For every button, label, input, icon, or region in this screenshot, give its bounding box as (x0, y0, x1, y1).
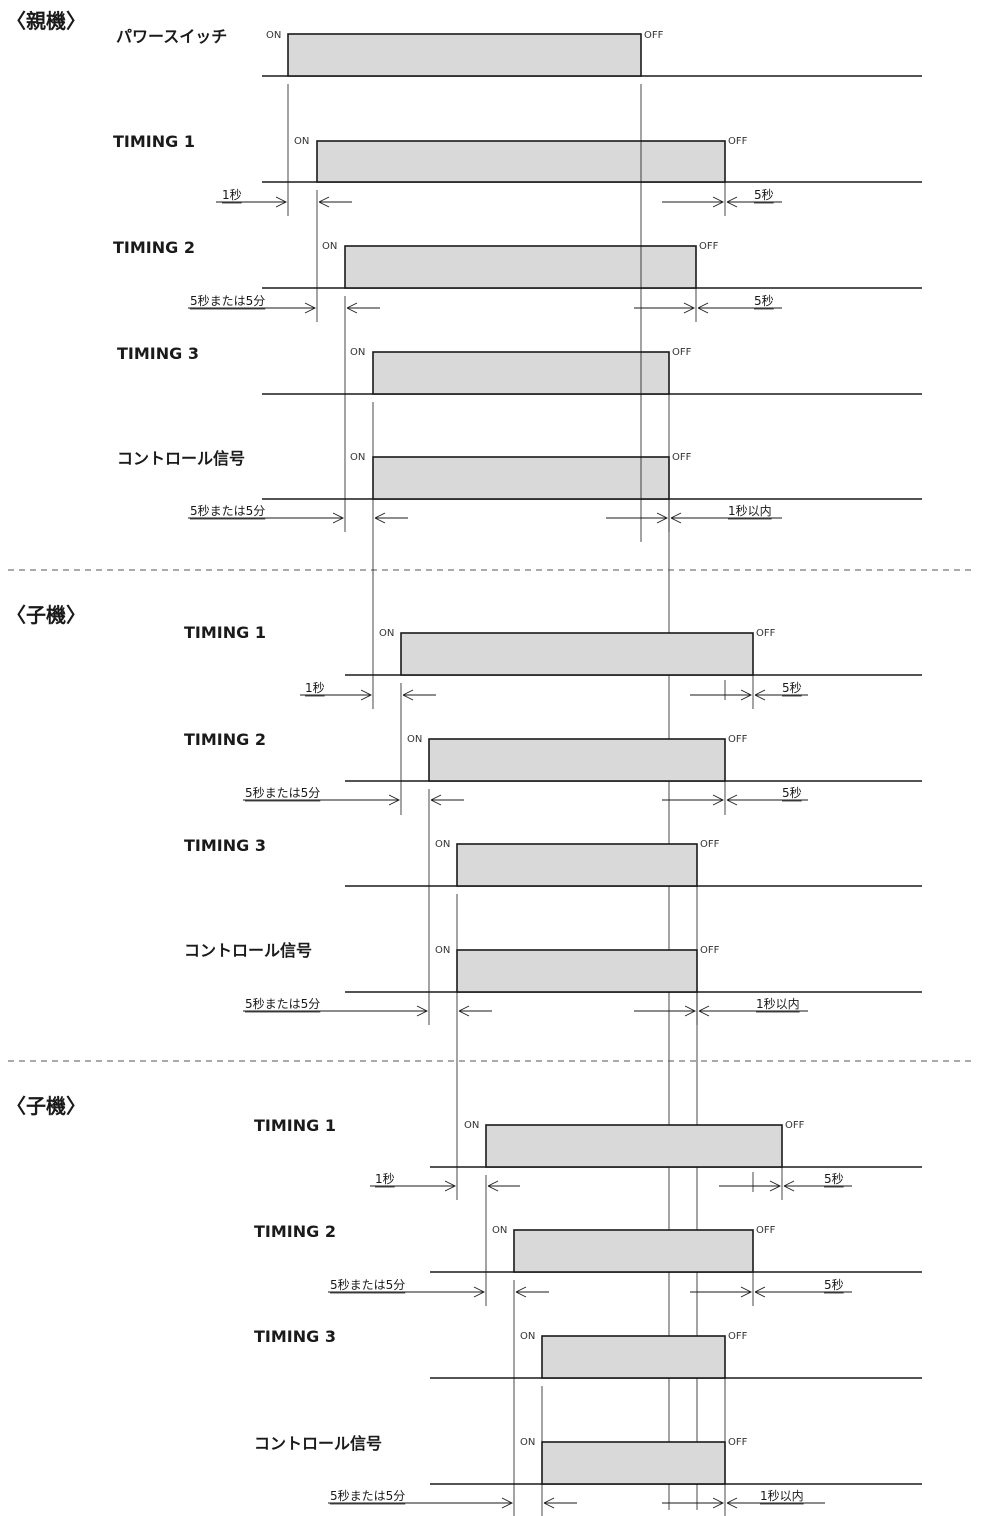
pulse-power-switch (287, 33, 642, 77)
section-label-slave-2: 〈子機〉 (6, 1094, 86, 1118)
svg-text:ON: ON (407, 734, 422, 745)
svg-text:OFF: OFF (644, 30, 664, 41)
delay-label: 5秒または5分 (330, 1278, 405, 1292)
delay-label: 1秒 (375, 1172, 395, 1186)
delay-label: 5秒 (754, 294, 774, 308)
svg-text:OFF: OFF (728, 1437, 748, 1448)
signal-label-timing-1: TIMING 1 (254, 1116, 336, 1135)
pulse-control-signal (372, 456, 670, 500)
svg-text:ON: ON (350, 347, 365, 358)
pulse-timing-2 (513, 1229, 754, 1273)
svg-text:ON: ON (379, 628, 394, 639)
delay-label: 5秒または5分 (330, 1489, 405, 1503)
svg-text:OFF: OFF (728, 734, 748, 745)
svg-text:ON: ON (435, 839, 450, 850)
signal-label-power-switch: パワースイッチ (116, 27, 227, 46)
signal-label-control-signal: コントロール信号 (184, 941, 312, 960)
svg-text:OFF: OFF (728, 136, 748, 147)
section-label-master: 〈親機〉 (6, 9, 86, 33)
signal-label-timing-1: TIMING 1 (113, 132, 195, 151)
signal-label-timing-1: TIMING 1 (184, 623, 266, 642)
delay-label: 5秒 (824, 1278, 844, 1292)
pulse-timing-2 (344, 245, 697, 289)
delay-label: 5秒または5分 (245, 997, 320, 1011)
signal-label-timing-3: TIMING 3 (254, 1327, 336, 1346)
signal-label-timing-3: TIMING 3 (184, 836, 266, 855)
delay-label: 5秒または5分 (190, 504, 265, 518)
svg-text:OFF: OFF (672, 452, 692, 463)
svg-text:ON: ON (322, 241, 337, 252)
svg-text:OFF: OFF (756, 1225, 776, 1236)
section-label-slave-1: 〈子機〉 (6, 603, 86, 627)
delay-label: 5秒または5分 (245, 786, 320, 800)
svg-text:ON: ON (435, 945, 450, 956)
svg-text:ON: ON (464, 1120, 479, 1131)
pulse-control-signal (456, 949, 698, 993)
signal-label-control-signal: コントロール信号 (117, 449, 245, 468)
delay-label: 1秒 (305, 681, 325, 695)
svg-text:OFF: OFF (785, 1120, 805, 1131)
pulse-control-signal (541, 1441, 726, 1485)
svg-text:ON: ON (266, 30, 281, 41)
pulse-timing-3 (372, 351, 670, 395)
signal-label-timing-2: TIMING 2 (254, 1222, 336, 1241)
svg-text:OFF: OFF (700, 945, 720, 956)
delay-label: 1秒以内 (760, 1489, 804, 1503)
svg-text:OFF: OFF (728, 1331, 748, 1342)
svg-text:ON: ON (294, 136, 309, 147)
delay-label: 5秒 (754, 188, 774, 202)
pulse-timing-3 (456, 843, 698, 887)
svg-text:OFF: OFF (700, 839, 720, 850)
svg-text:ON: ON (350, 452, 365, 463)
svg-text:OFF: OFF (672, 347, 692, 358)
delay-label: 1秒以内 (756, 997, 800, 1011)
pulse-timing-1 (316, 140, 726, 183)
svg-text:ON: ON (492, 1225, 507, 1236)
signal-label-control-signal: コントロール信号 (254, 1434, 382, 1453)
delay-label: 5秒 (782, 681, 802, 695)
signal-label-timing-3: TIMING 3 (117, 344, 199, 363)
svg-text:ON: ON (520, 1331, 535, 1342)
pulse-timing-1 (485, 1124, 783, 1168)
delay-label: 5秒または5分 (190, 294, 265, 308)
pulse-timing-2 (428, 738, 726, 782)
pulse-timing-3 (541, 1335, 726, 1379)
delay-label: 5秒 (824, 1172, 844, 1186)
pulse-timing-1 (400, 632, 754, 676)
signal-label-timing-2: TIMING 2 (184, 730, 266, 749)
svg-text:OFF: OFF (756, 628, 776, 639)
delay-label: 5秒 (782, 786, 802, 800)
svg-text:OFF: OFF (699, 241, 719, 252)
delay-label: 1秒以内 (728, 504, 772, 518)
svg-text:ON: ON (520, 1437, 535, 1448)
signal-label-timing-2: TIMING 2 (113, 238, 195, 257)
delay-label: 1秒 (222, 188, 242, 202)
